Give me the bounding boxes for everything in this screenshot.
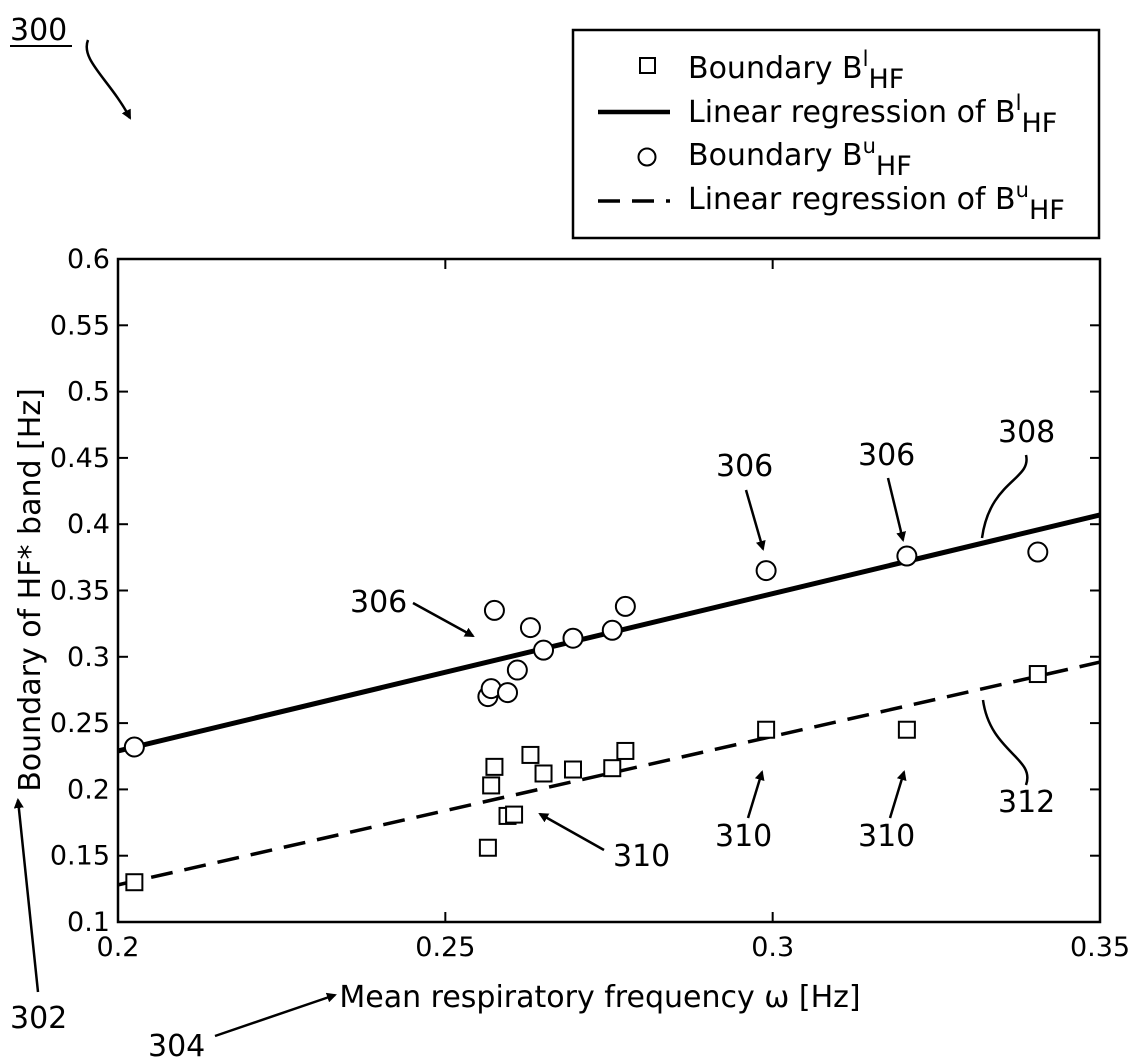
- y-tick-label: 0.4: [67, 509, 110, 540]
- lower-boundary-point: [534, 764, 553, 783]
- lower-boundary-point: [757, 720, 776, 739]
- lower-boundary-point: [478, 838, 497, 857]
- y-tick-label: 0.6: [67, 244, 110, 275]
- upper-boundary-point: [497, 682, 519, 704]
- ref-304-arrow: [214, 992, 337, 1038]
- upper-boundary-point: [896, 545, 918, 567]
- x-tick-label: 0.35: [1070, 932, 1130, 963]
- ref-302-label: 302: [10, 1001, 67, 1036]
- y-tick-label: 0.15: [50, 841, 110, 872]
- figure-number: 300: [10, 13, 132, 120]
- lower-boundary-point: [482, 776, 501, 795]
- lower-boundary-point: [125, 873, 144, 892]
- y-tick-label: 0.35: [50, 576, 110, 607]
- lower-boundary-point: [485, 757, 504, 776]
- upper-boundary-point: [123, 736, 145, 758]
- x-tick-label: 0.25: [415, 932, 475, 963]
- legend-entry-lower-regression: Linear regression of BlHF: [688, 91, 1057, 139]
- legend-entry-lower-boundary: Boundary BlHF: [688, 47, 904, 95]
- upper-boundary-point: [506, 659, 528, 681]
- lower-boundary-point: [603, 759, 622, 778]
- ref-310-label-middle: 310: [715, 819, 772, 854]
- ref-306-arrow-middle: [744, 489, 766, 551]
- legend-entry-upper-boundary: Boundary BuHF: [688, 134, 912, 182]
- ref-304-label: 304: [148, 1029, 205, 1060]
- ref-310-arrow-right: [888, 770, 907, 819]
- ref-310-label-left: 310: [613, 839, 670, 874]
- y-tick-label: 0.55: [50, 310, 110, 341]
- upper-boundary-point: [483, 599, 505, 621]
- upper-boundary-point: [519, 617, 541, 639]
- ref-308-label: 308: [998, 415, 1055, 450]
- y-tick-label: 0.1: [67, 907, 110, 938]
- legend-circle-marker: [637, 147, 657, 167]
- ref-308-leader: [980, 454, 1028, 539]
- legend-box: [571, 28, 1101, 240]
- ref-306-arrow-left: [412, 601, 475, 638]
- ref-306-label-middle: 306: [716, 449, 773, 484]
- y-tick-label: 0.2: [67, 774, 110, 805]
- lower-boundary-point: [1028, 665, 1047, 684]
- lower-boundary-point: [616, 741, 635, 760]
- ref-306-arrow-right: [886, 477, 906, 542]
- ref-302-arrow: [13, 798, 40, 993]
- y-tick-label: 0.45: [50, 443, 110, 474]
- x-axis-label: Mean respiratory frequency ω [Hz]: [339, 980, 860, 1015]
- ref-306-label-left: 306: [350, 585, 407, 620]
- y-tick-label: 0.5: [67, 377, 110, 408]
- lower-boundary-point: [505, 805, 524, 824]
- axis-ticks: 0.1 0.15 0.2 0.25 0.3 0.35 0.4 0.45 0.5 0.55 0.6 0.…: [50, 244, 1130, 963]
- x-tick-label: 0.3: [751, 932, 794, 963]
- legend-square-marker: [639, 57, 656, 74]
- upper-boundary-point: [533, 639, 555, 661]
- y-tick-label: 0.25: [50, 708, 110, 739]
- legend: Boundary BlHF Linear regression of BlHF …: [571, 28, 1101, 240]
- figure-number-arrow: [85, 39, 132, 120]
- lower-boundary-point: [521, 745, 540, 764]
- ref-310-arrow-middle: [746, 770, 765, 819]
- y-tick-label: 0.3: [67, 642, 110, 673]
- upper-boundary-point: [1027, 541, 1049, 563]
- ref-310-label-right: 310: [858, 819, 915, 854]
- upper-boundary-point: [755, 560, 777, 582]
- figure-number-label: 300: [10, 13, 67, 48]
- y-axis-label: Boundary of HF* band [Hz]: [13, 388, 48, 792]
- upper-boundary-point: [562, 627, 584, 649]
- reference-annotations: 302 304 306 306 306 308 310 310 310 312: [10, 415, 1055, 1060]
- x-tick-label: 0.2: [97, 932, 140, 963]
- plot-frame: [116, 257, 1102, 924]
- upper-boundary-point: [601, 619, 623, 641]
- ref-310-arrow-left: [538, 812, 605, 852]
- ref-312-label: 312: [998, 785, 1055, 820]
- lower-boundary-point: [897, 720, 916, 739]
- lower-boundary-point: [563, 760, 582, 779]
- legend-entry-upper-regression: Linear regression of BuHF: [688, 178, 1065, 226]
- ref-312-leader: [981, 699, 1029, 786]
- data-points: [123, 541, 1049, 892]
- ref-306-label-right: 306: [858, 438, 915, 473]
- upper-boundary-point: [614, 595, 636, 617]
